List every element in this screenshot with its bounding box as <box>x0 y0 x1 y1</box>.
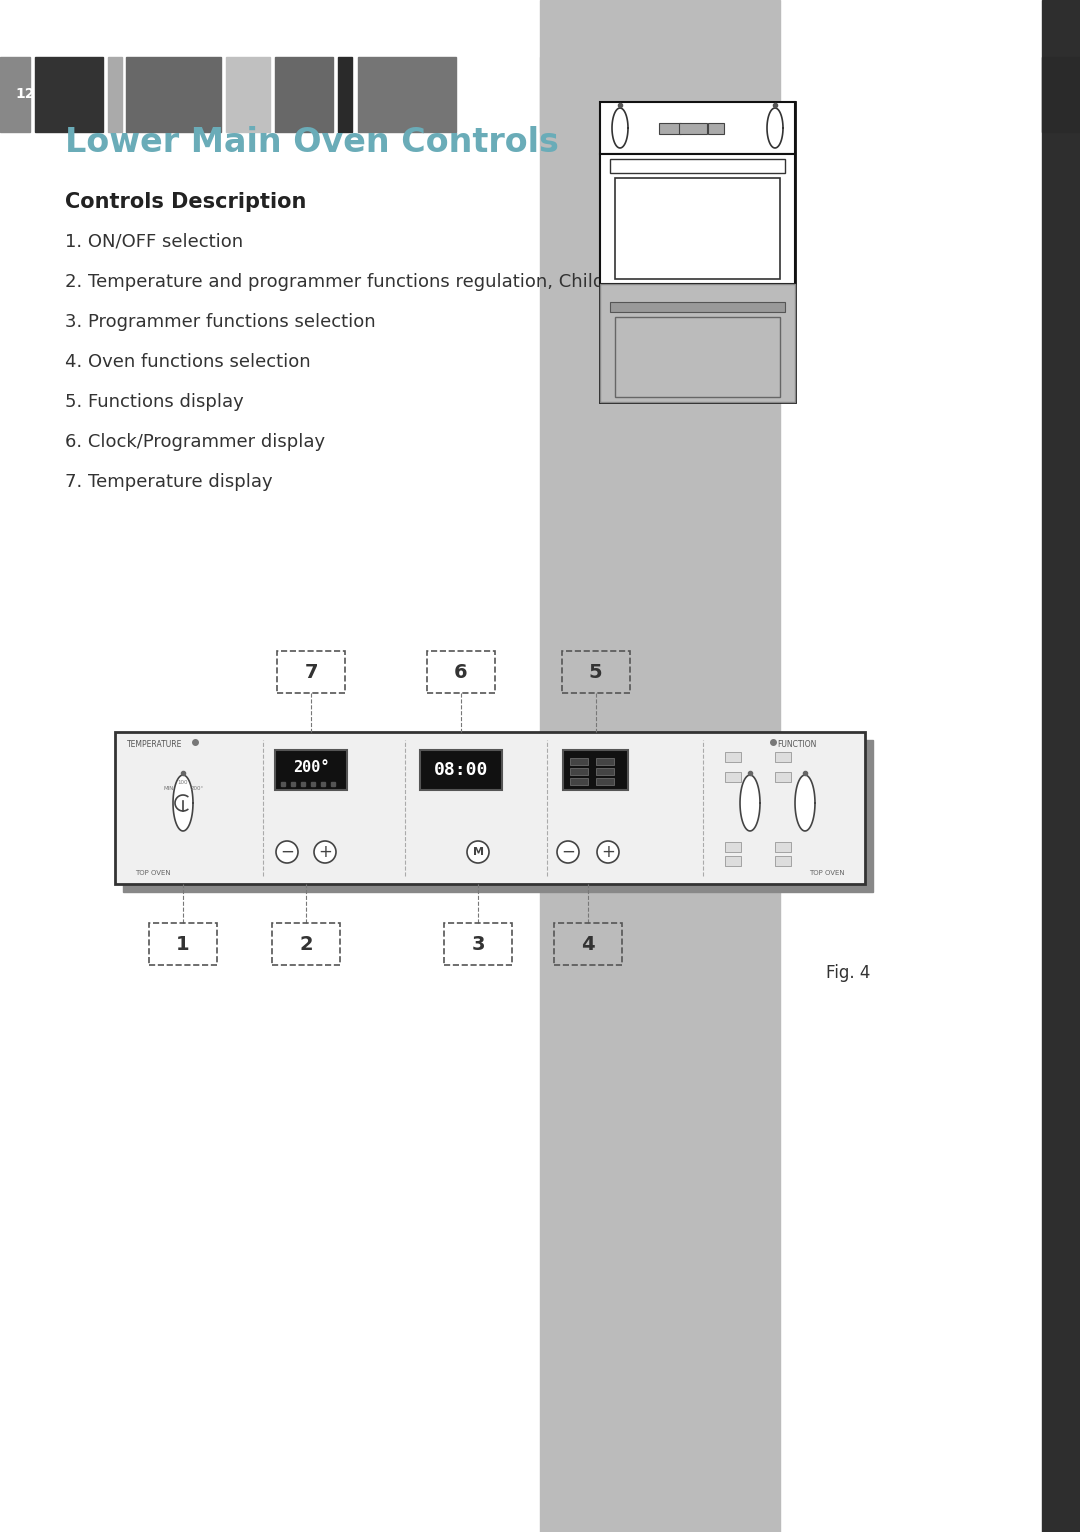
Polygon shape <box>740 775 760 830</box>
Bar <box>615 317 780 397</box>
Bar <box>600 103 795 155</box>
Bar <box>427 651 495 692</box>
Text: 5. Functions display: 5. Functions display <box>65 394 244 411</box>
Bar <box>775 843 791 852</box>
Bar <box>570 778 588 784</box>
Circle shape <box>276 841 298 863</box>
Bar <box>615 178 780 279</box>
Text: 3: 3 <box>471 935 485 953</box>
Bar <box>775 856 791 866</box>
Bar <box>659 123 680 133</box>
Bar <box>725 843 741 852</box>
Bar <box>149 922 217 965</box>
Text: +: + <box>602 843 615 861</box>
Text: TEMPERATURE: TEMPERATURE <box>127 740 183 749</box>
Text: TOP OVEN: TOP OVEN <box>135 870 171 876</box>
Bar <box>275 751 347 791</box>
Bar <box>570 758 588 764</box>
Text: 1. ON/OFF selection: 1. ON/OFF selection <box>65 233 243 251</box>
Text: +: + <box>319 843 332 861</box>
Text: 2: 2 <box>299 935 313 953</box>
Text: 100: 100 <box>178 780 188 786</box>
Bar <box>600 283 795 401</box>
Bar <box>108 57 122 132</box>
Text: MIN: MIN <box>164 786 174 792</box>
Bar <box>610 302 785 313</box>
Bar <box>570 768 588 775</box>
Bar <box>775 752 791 761</box>
Bar <box>1042 0 1080 1532</box>
Text: 200°: 200° <box>293 760 329 775</box>
Circle shape <box>597 841 619 863</box>
Bar <box>444 922 512 965</box>
Bar <box>226 57 270 132</box>
Text: −: − <box>562 843 575 861</box>
Bar <box>596 778 615 784</box>
Bar <box>126 57 221 132</box>
Text: 4: 4 <box>581 935 595 953</box>
Bar <box>540 0 780 1532</box>
Bar <box>276 651 345 692</box>
Text: 6: 6 <box>455 662 468 682</box>
Text: 7. Temperature display: 7. Temperature display <box>65 473 272 490</box>
Text: 5: 5 <box>589 662 603 682</box>
Bar <box>272 922 340 965</box>
Circle shape <box>314 841 336 863</box>
Bar <box>610 159 785 173</box>
Bar <box>357 57 456 132</box>
Text: 12: 12 <box>15 87 35 101</box>
Bar <box>0 57 30 132</box>
Bar <box>707 123 724 133</box>
Text: FUNCTION: FUNCTION <box>777 740 816 749</box>
Bar <box>600 103 795 401</box>
Text: 08:00: 08:00 <box>434 761 488 778</box>
Bar <box>596 768 615 775</box>
Bar <box>562 651 630 692</box>
Text: 2. Temperature and programmer functions regulation, Childlock selection: 2. Temperature and programmer functions … <box>65 273 728 291</box>
Text: TOP OVEN: TOP OVEN <box>809 870 845 876</box>
Bar <box>725 752 741 761</box>
Text: 1: 1 <box>176 935 190 953</box>
Bar <box>35 57 103 132</box>
Bar <box>540 57 750 132</box>
Circle shape <box>557 841 579 863</box>
Text: Controls Description: Controls Description <box>65 192 307 211</box>
Polygon shape <box>612 109 627 149</box>
Bar <box>420 751 502 791</box>
Text: −: − <box>280 843 294 861</box>
Text: 200°: 200° <box>190 786 204 792</box>
Text: 4. Oven functions selection: 4. Oven functions selection <box>65 352 311 371</box>
Text: 7: 7 <box>305 662 318 682</box>
Bar <box>725 772 741 781</box>
Bar <box>596 758 615 764</box>
Bar <box>563 751 627 791</box>
Bar <box>114 732 865 884</box>
Text: Lower Main Oven Controls: Lower Main Oven Controls <box>65 126 558 158</box>
Text: 6. Clock/Programmer display: 6. Clock/Programmer display <box>65 434 325 450</box>
Bar <box>600 155 795 283</box>
Text: Fig. 4: Fig. 4 <box>825 964 870 982</box>
Polygon shape <box>767 109 783 149</box>
Circle shape <box>467 841 489 863</box>
Bar <box>678 123 706 133</box>
Polygon shape <box>173 775 193 830</box>
Bar <box>775 772 791 781</box>
Bar <box>725 856 741 866</box>
Bar <box>275 57 333 132</box>
Bar <box>554 922 622 965</box>
Text: 3. Programmer functions selection: 3. Programmer functions selection <box>65 313 376 331</box>
Text: M: M <box>473 847 484 856</box>
Polygon shape <box>795 775 815 830</box>
Bar <box>338 57 352 132</box>
Bar <box>123 740 873 892</box>
Bar <box>1042 57 1080 132</box>
